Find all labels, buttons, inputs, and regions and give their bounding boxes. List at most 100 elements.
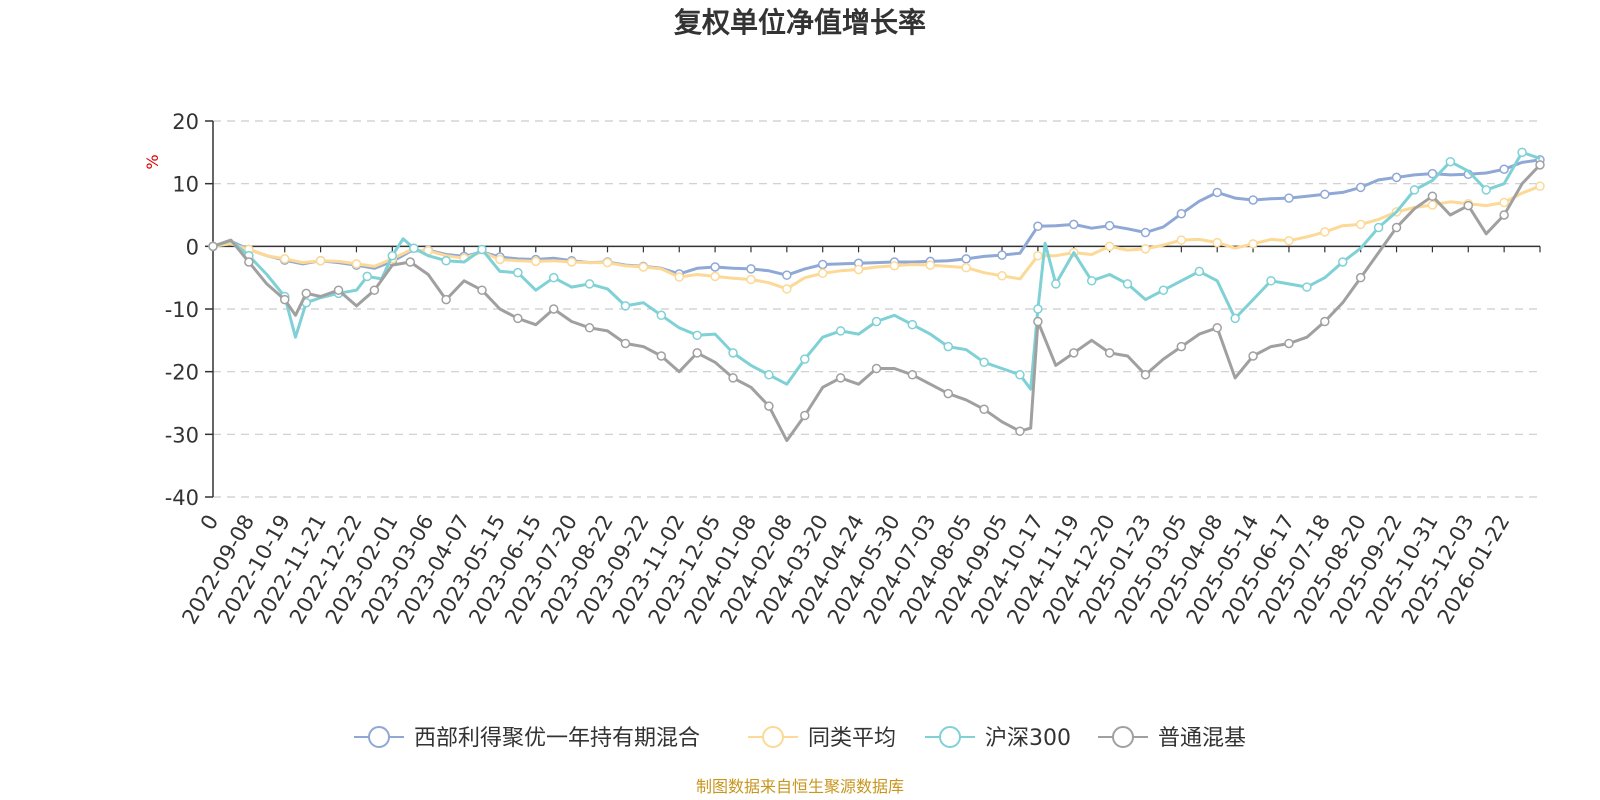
data-point	[1355, 272, 1366, 283]
data-point	[1051, 279, 1061, 289]
data-point	[477, 285, 487, 295]
data-point	[1463, 200, 1474, 211]
data-point	[1535, 181, 1545, 191]
data-point	[1158, 285, 1169, 295]
data-point	[1320, 189, 1330, 200]
data-point	[409, 243, 419, 253]
data-point	[782, 284, 792, 294]
data-point	[1033, 250, 1043, 261]
data-point	[333, 285, 344, 295]
data-point	[369, 285, 380, 295]
legend-label[interactable]: 同类平均	[808, 726, 896, 751]
x-tick-label: 0	[196, 511, 223, 535]
data-point	[871, 316, 882, 327]
data-point	[746, 264, 756, 274]
data-point	[1409, 185, 1420, 195]
data-point	[208, 241, 218, 252]
data-point	[692, 348, 702, 358]
data-point	[656, 351, 667, 361]
data-point	[800, 354, 810, 364]
data-point	[889, 261, 900, 271]
legend-label[interactable]: 普通混基	[1158, 726, 1246, 751]
data-point	[1535, 160, 1545, 170]
y-tick-label: 10	[172, 173, 199, 197]
data-point	[441, 255, 451, 266]
legend-label[interactable]: 沪深300	[985, 726, 1071, 751]
data-point	[1069, 219, 1079, 230]
data-point	[1320, 227, 1330, 237]
data-point	[1033, 221, 1043, 232]
data-point	[1176, 341, 1187, 352]
data-point	[997, 250, 1007, 260]
data-point	[1445, 156, 1456, 167]
data-point	[584, 279, 595, 289]
data-point	[602, 257, 613, 268]
data-point	[279, 254, 290, 264]
data-point	[620, 338, 631, 349]
data-point	[961, 254, 971, 264]
series-line-1	[212, 184, 1541, 291]
data-point	[1499, 164, 1509, 175]
legend-label[interactable]: 西部利得聚优一年持有期混合	[414, 726, 700, 751]
data-point	[638, 262, 649, 272]
data-point	[710, 271, 720, 282]
data-point	[477, 244, 487, 255]
data-point	[1391, 172, 1402, 183]
data-point	[531, 256, 541, 267]
data-point	[997, 271, 1007, 281]
y-tick-label: -20	[165, 361, 199, 385]
grid-lines	[213, 120, 1540, 498]
legend-marker	[1112, 726, 1134, 748]
data-point	[907, 319, 918, 330]
data-point	[1302, 282, 1312, 292]
data-point	[1212, 237, 1222, 248]
legend[interactable]: 西部利得聚优一年持有期混合 同类平均 沪深300 普通混基	[354, 726, 1246, 751]
data-point	[800, 410, 810, 421]
data-source-note: 制图数据来自恒生聚源数据库	[696, 777, 904, 796]
data-point	[1499, 210, 1509, 220]
data-point	[817, 259, 828, 270]
data-point	[728, 373, 738, 383]
data-point	[835, 373, 846, 383]
data-point	[1427, 191, 1438, 201]
data-point	[1499, 197, 1509, 208]
data-point	[1086, 276, 1097, 286]
data-point	[513, 313, 523, 324]
x-tick-labels: 02022-09-082022-10-192022-11-212022-12-2…	[177, 510, 1514, 628]
data-point	[584, 323, 595, 333]
data-point	[764, 401, 774, 411]
legend-marker	[368, 726, 390, 748]
series-line-3	[212, 163, 1542, 443]
data-point	[1481, 185, 1491, 195]
data-point	[279, 294, 290, 305]
data-point	[1140, 244, 1151, 254]
data-point	[362, 271, 372, 282]
data-point	[244, 257, 254, 267]
data-point	[1104, 348, 1115, 358]
data-point	[405, 257, 416, 267]
series-line-2	[212, 150, 1541, 391]
data-point	[817, 268, 828, 279]
data-point	[764, 370, 774, 380]
data-point	[925, 260, 936, 270]
data-point	[387, 250, 398, 261]
y-axis-label: %	[143, 154, 162, 169]
y-tick-labels: -40 -30 -20 -10 0 10 20	[165, 110, 213, 510]
data-point	[943, 341, 953, 352]
data-point	[1122, 279, 1133, 289]
data-point	[1284, 193, 1294, 203]
data-point	[979, 404, 989, 415]
data-point	[710, 262, 720, 272]
data-point	[871, 363, 882, 374]
data-point	[1069, 348, 1079, 358]
data-point	[782, 270, 792, 280]
legend-marker	[762, 726, 784, 748]
data-point	[1248, 239, 1258, 249]
data-point	[1355, 182, 1366, 193]
data-point	[692, 330, 702, 341]
data-point	[1230, 313, 1240, 324]
data-point	[961, 262, 971, 273]
data-point	[1140, 370, 1151, 380]
data-point	[1517, 147, 1527, 158]
